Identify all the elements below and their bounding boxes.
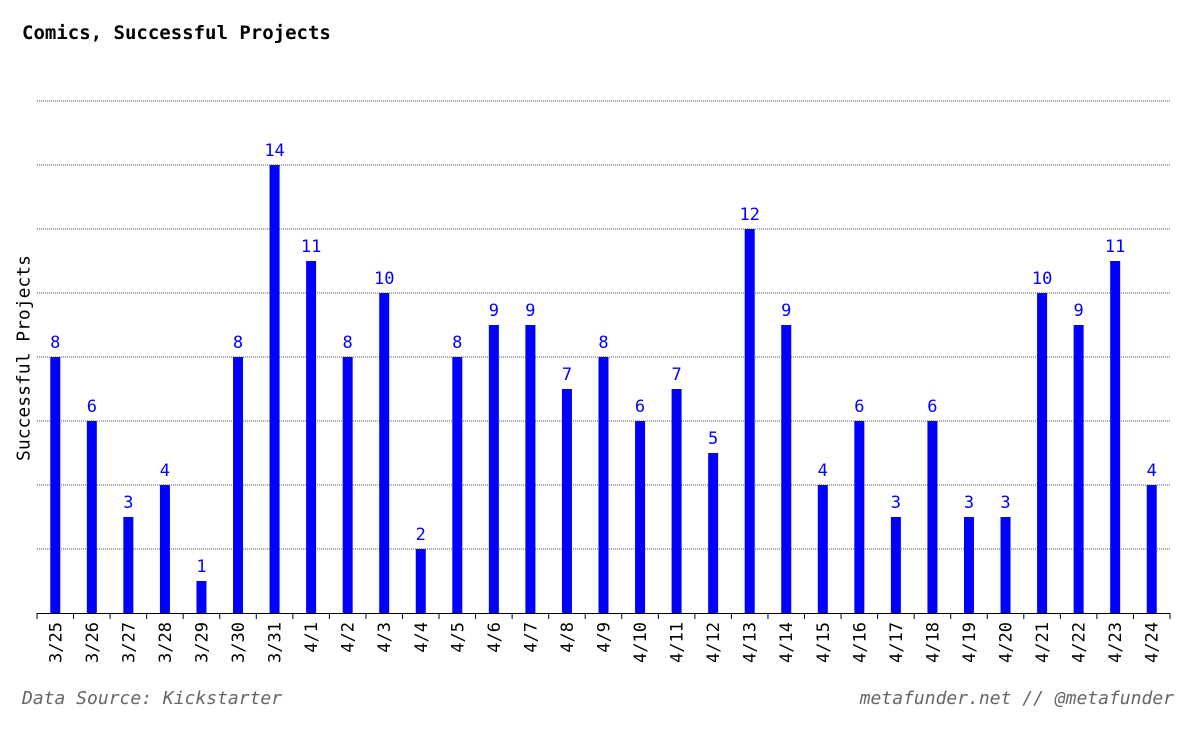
x-tick-label: 3/25 xyxy=(46,622,66,663)
bar xyxy=(233,357,244,613)
x-tick-label: 3/30 xyxy=(229,622,249,663)
bar xyxy=(671,389,682,613)
bar xyxy=(342,357,353,613)
x-tick-label: 4/7 xyxy=(521,622,541,653)
bar-value-label: 7 xyxy=(562,365,572,385)
bar-value-label: 2 xyxy=(416,525,426,545)
bar xyxy=(963,517,974,613)
bar-value-label: 9 xyxy=(1074,301,1084,321)
bar xyxy=(488,325,499,613)
bar xyxy=(1000,517,1011,613)
data-source-note: Data Source: Kickstarter xyxy=(22,688,283,709)
bar-value-label: 3 xyxy=(891,493,901,513)
bar-value-label: 8 xyxy=(452,333,462,353)
bar xyxy=(123,517,134,613)
x-tick-label: 4/3 xyxy=(375,622,395,653)
x-tick-label: 4/9 xyxy=(595,622,615,653)
x-tick-label: 4/19 xyxy=(960,622,980,663)
x-tick-label: 4/15 xyxy=(814,622,834,663)
x-tick-label: 3/31 xyxy=(266,622,286,663)
x-tick-label: 4/5 xyxy=(448,622,468,653)
bar-value-label: 4 xyxy=(1147,461,1157,481)
bar-value-label: 10 xyxy=(1032,269,1052,289)
bar-value-label: 8 xyxy=(233,333,243,353)
x-tick-label: 4/1 xyxy=(302,622,322,653)
x-tick-label: 4/6 xyxy=(485,622,505,653)
bar-value-label: 9 xyxy=(489,301,499,321)
bar-value-label: 9 xyxy=(781,301,791,321)
bar-value-label: 14 xyxy=(264,141,284,161)
bar xyxy=(86,421,97,613)
bar xyxy=(561,389,572,613)
bar-value-label: 11 xyxy=(301,237,321,257)
bar-value-label: 6 xyxy=(927,397,937,417)
bar-value-label: 3 xyxy=(1000,493,1010,513)
x-tick-label: 4/23 xyxy=(1106,622,1126,663)
x-tick-label: 4/20 xyxy=(997,622,1017,663)
bar xyxy=(817,485,828,613)
credit-note: metafunder.net // @metafunder xyxy=(859,688,1174,709)
bar-value-label: 8 xyxy=(50,333,60,353)
x-tick-label: 4/17 xyxy=(887,622,907,663)
bar xyxy=(927,421,938,613)
bar-value-label: 4 xyxy=(160,461,170,481)
x-tick-label: 4/13 xyxy=(741,622,761,663)
bar xyxy=(415,549,426,613)
x-tick-label: 4/16 xyxy=(850,622,870,663)
x-tick-label: 4/4 xyxy=(412,622,432,653)
x-tick-label: 3/27 xyxy=(119,622,139,663)
bar-value-label: 7 xyxy=(671,365,681,385)
chart-title: Comics, Successful Projects xyxy=(22,22,331,44)
bar-value-label: 12 xyxy=(739,205,759,225)
x-tick-label: 4/18 xyxy=(923,622,943,663)
bar-value-label: 8 xyxy=(343,333,353,353)
bar-value-label: 8 xyxy=(598,333,608,353)
bar-value-label: 6 xyxy=(635,397,645,417)
x-tick-label: 4/10 xyxy=(631,622,651,663)
bar-value-label: 5 xyxy=(708,429,718,449)
x-tick-label: 4/24 xyxy=(1143,622,1163,663)
bar xyxy=(598,357,609,613)
bar-value-label: 6 xyxy=(854,397,864,417)
bar xyxy=(379,293,390,613)
x-tick-label: 3/26 xyxy=(83,622,103,663)
bar xyxy=(1073,325,1084,613)
bar xyxy=(854,421,865,613)
bar-value-label: 1 xyxy=(196,557,206,577)
bar-value-label: 9 xyxy=(525,301,535,321)
bar-value-label: 10 xyxy=(374,269,394,289)
bar xyxy=(452,357,463,613)
x-tick-label: 4/21 xyxy=(1033,622,1053,663)
bar xyxy=(525,325,536,613)
bar xyxy=(708,453,719,613)
bar xyxy=(269,165,280,613)
bar xyxy=(50,357,61,613)
bar xyxy=(159,485,170,613)
bar-value-label: 3 xyxy=(123,493,133,513)
x-tick-label: 4/22 xyxy=(1070,622,1090,663)
x-tick-label: 4/8 xyxy=(558,622,578,653)
bar-value-label: 6 xyxy=(87,397,97,417)
bar xyxy=(1146,485,1157,613)
bar xyxy=(1110,261,1121,613)
bar xyxy=(635,421,646,613)
x-tick-label: 4/12 xyxy=(704,622,724,663)
bar xyxy=(744,229,755,613)
bar xyxy=(781,325,792,613)
bar xyxy=(1037,293,1048,613)
bar-value-label: 4 xyxy=(818,461,828,481)
bar-value-label: 3 xyxy=(964,493,974,513)
bar xyxy=(196,581,207,613)
x-tick-label: 4/2 xyxy=(339,622,359,653)
x-tick-label: 4/14 xyxy=(777,622,797,663)
bar xyxy=(306,261,317,613)
x-tick-label: 4/11 xyxy=(668,622,688,663)
bar-value-label: 11 xyxy=(1105,237,1125,257)
x-tick-label: 3/28 xyxy=(156,622,176,663)
bar xyxy=(890,517,901,613)
x-tick-label: 3/29 xyxy=(192,622,212,663)
